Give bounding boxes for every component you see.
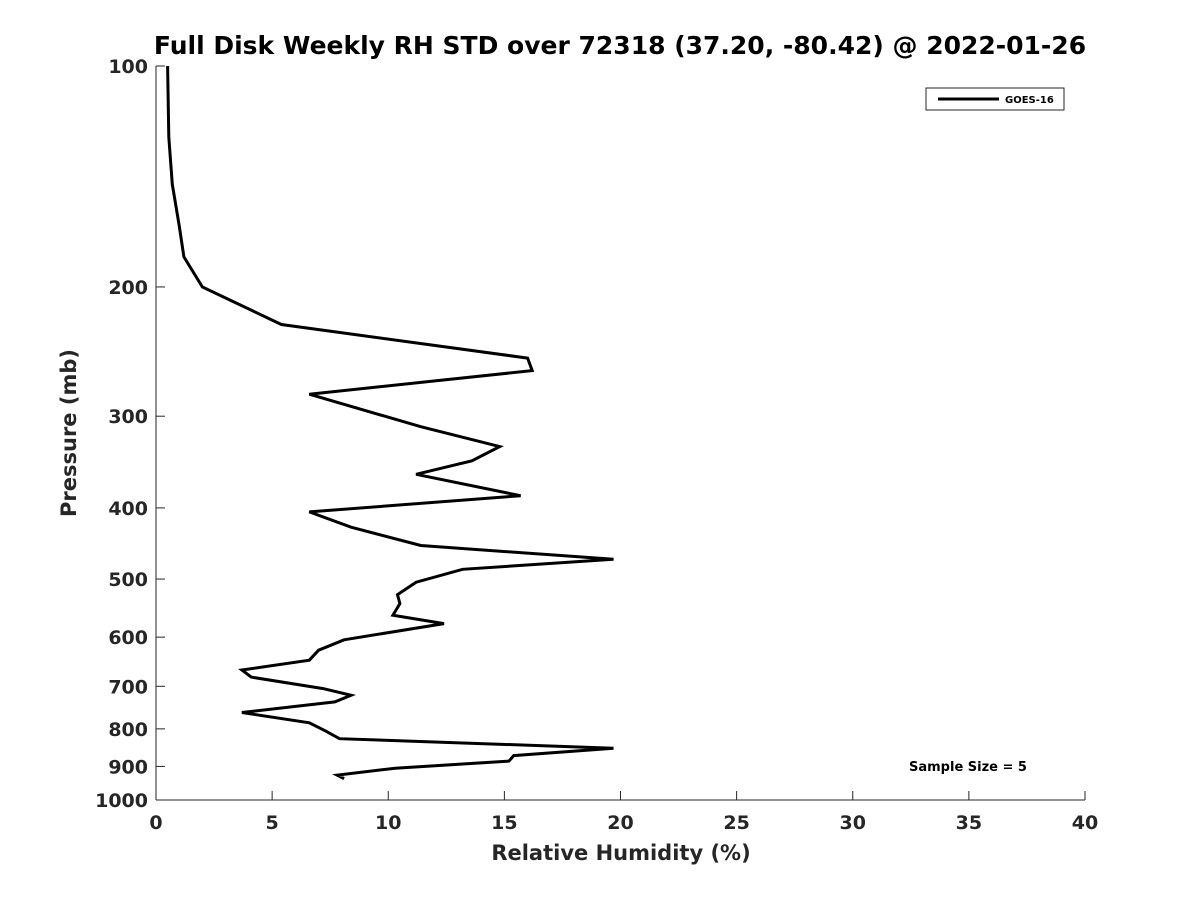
y-tick-label: 200 (108, 277, 148, 299)
y-tick-label: 400 (108, 498, 148, 520)
x-tick-label: 25 (723, 812, 749, 834)
y-tick-label: 1000 (95, 790, 148, 812)
x-tick-label: 10 (375, 812, 401, 834)
y-tick-label: 700 (108, 676, 148, 698)
sample-size-annotation: Sample Size = 5 (909, 760, 1027, 775)
series-line-goes-16 (166, 65, 614, 780)
y-axis-label: Pressure (mb) (57, 349, 81, 517)
y-tick-label: 900 (108, 756, 148, 778)
y-tick-label: 500 (108, 569, 148, 591)
x-tick-label: 40 (1072, 812, 1098, 834)
x-axis-label: Relative Humidity (%) (491, 841, 750, 865)
y-tick-label: 800 (108, 719, 148, 741)
y-tick-label: 600 (108, 627, 148, 649)
x-tick-label: 0 (149, 812, 162, 834)
x-tick-label: 35 (956, 812, 982, 834)
legend: GOES-16 (925, 87, 1065, 111)
chart-title: Full Disk Weekly RH STD over 72318 (37.2… (154, 31, 1086, 60)
axes: 0 5 10 15 20 25 30 35 40 100 200 300 400 500 600 700 800… (95, 56, 1098, 834)
x-tick-label: 5 (266, 812, 279, 834)
x-tick-label: 20 (607, 812, 633, 834)
x-tick-label: 30 (840, 812, 866, 834)
y-tick-label: 100 (108, 56, 148, 78)
legend-label-goes-16: GOES-16 (1005, 95, 1054, 106)
x-tick-label: 15 (491, 812, 517, 834)
y-tick-label: 300 (108, 406, 148, 428)
series-layer (166, 65, 614, 780)
